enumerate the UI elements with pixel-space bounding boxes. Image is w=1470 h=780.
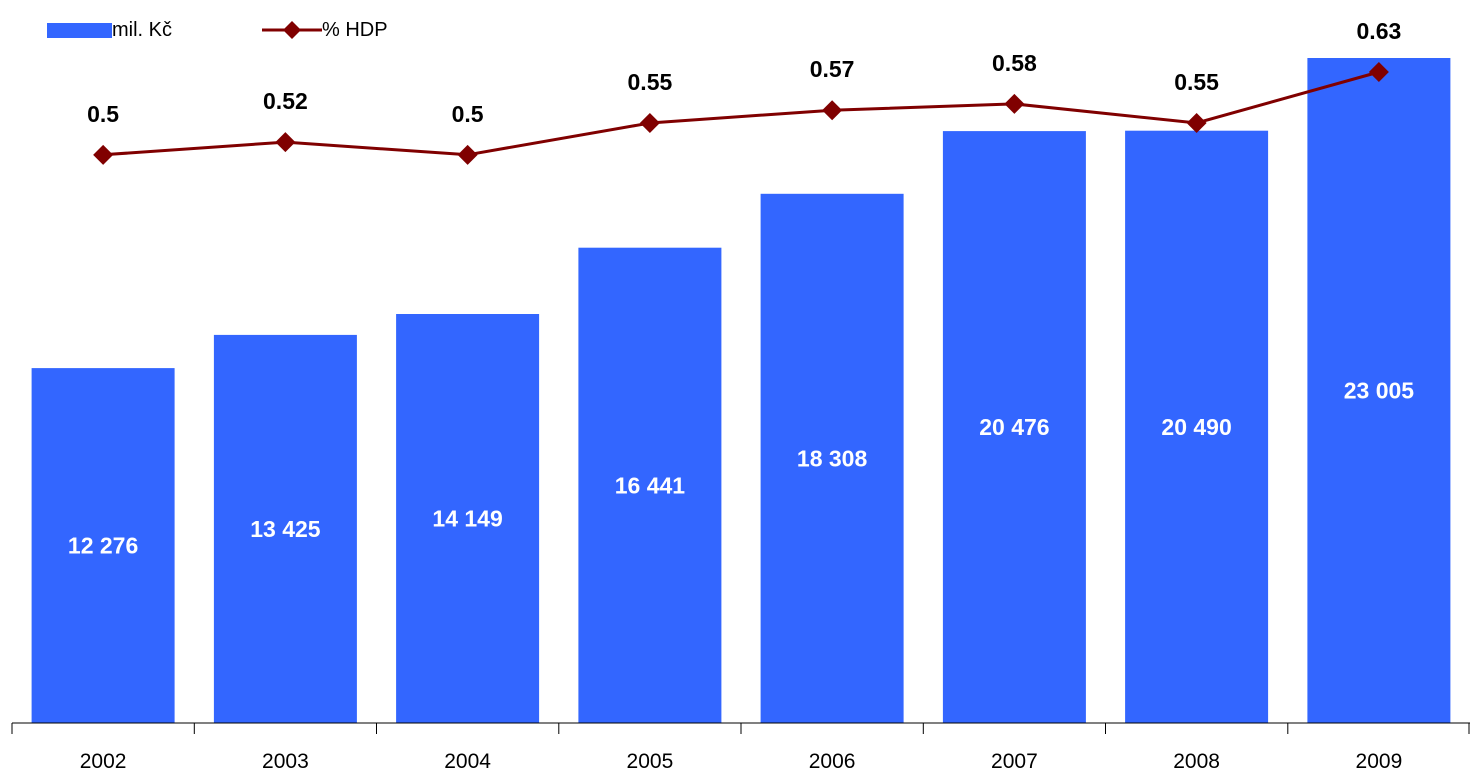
x-tick-label-2006: 2006	[809, 750, 856, 773]
bar-series: 12 276 13 425 14 149 16 441 18 308 20 476 20 4…	[31, 58, 1451, 724]
x-tick-label-2002: 2002	[80, 750, 127, 773]
bar-value-label-2008: 20 490	[1161, 414, 1231, 440]
bar-value-label-2002: 12 276	[68, 533, 138, 559]
legend-bar-label: mil. Kč	[112, 19, 172, 41]
bar-value-label-2004: 14 149	[432, 506, 502, 532]
x-tick-label-2007: 2007	[991, 750, 1038, 773]
hdp-marker-2009	[1368, 62, 1389, 82]
hdp-marker-2008	[1186, 112, 1207, 133]
hdp-marker-2004	[457, 144, 478, 165]
bar-2009	[1307, 58, 1451, 723]
hdp-value-label-2007: 0.58	[992, 50, 1037, 76]
hdp-value-label-2008: 0.55	[1174, 69, 1219, 95]
bar-2006	[760, 193, 904, 724]
hdp-marker-2006	[822, 100, 843, 121]
x-tick-label-2005: 2005	[627, 750, 674, 773]
bar-value-label-2005: 16 441	[615, 472, 686, 498]
hdp-value-label-2002: 0.5	[87, 101, 119, 127]
bar-value-label-2003: 13 425	[250, 516, 321, 542]
hdp-line	[102, 70, 1380, 157]
hdp-marker-2003	[275, 132, 296, 153]
legend-bar-swatch	[47, 23, 112, 38]
hdp-marker-2002	[93, 144, 114, 165]
hdp-marker-2005	[639, 112, 660, 133]
bar-2002	[31, 368, 175, 723]
bar-2004	[396, 314, 540, 723]
bar-value-label-2007: 20 476	[979, 414, 1049, 440]
hdp-value-label-2006: 0.57	[810, 56, 855, 82]
x-tick-label-2003: 2003	[262, 750, 309, 773]
hdp-value-label-2003: 0.52	[263, 88, 308, 114]
x-tick-label-2009: 2009	[1356, 750, 1403, 773]
bar-2007	[942, 131, 1086, 724]
hdp-value-label-2004: 0.5	[452, 101, 484, 127]
hdp-marker-2007	[1004, 93, 1025, 114]
line-series: 0.5 0.52 0.5 0.55 0.57 0.58 0.55 0.63	[87, 18, 1401, 165]
bar-value-label-2009: 23 005	[1344, 378, 1415, 404]
legend: mil. Kč % HDP	[47, 19, 388, 41]
bar-2008	[1125, 130, 1269, 723]
bar-2003	[213, 334, 357, 723]
x-tick-label-2004: 2004	[444, 750, 491, 773]
legend-line-label: % HDP	[322, 19, 388, 41]
bar-value-label-2006: 18 308	[797, 445, 868, 471]
x-axis: 2002 2003 2004 2005 2006 2007 2008 2009	[11, 722, 1470, 773]
hdp-value-label-2009: 0.63	[1357, 18, 1402, 44]
bar-2005	[578, 247, 722, 723]
x-tick-label-2008: 2008	[1173, 750, 1220, 773]
hdp-value-label-2005: 0.55	[628, 69, 673, 95]
legend-diamond-icon	[283, 21, 301, 39]
